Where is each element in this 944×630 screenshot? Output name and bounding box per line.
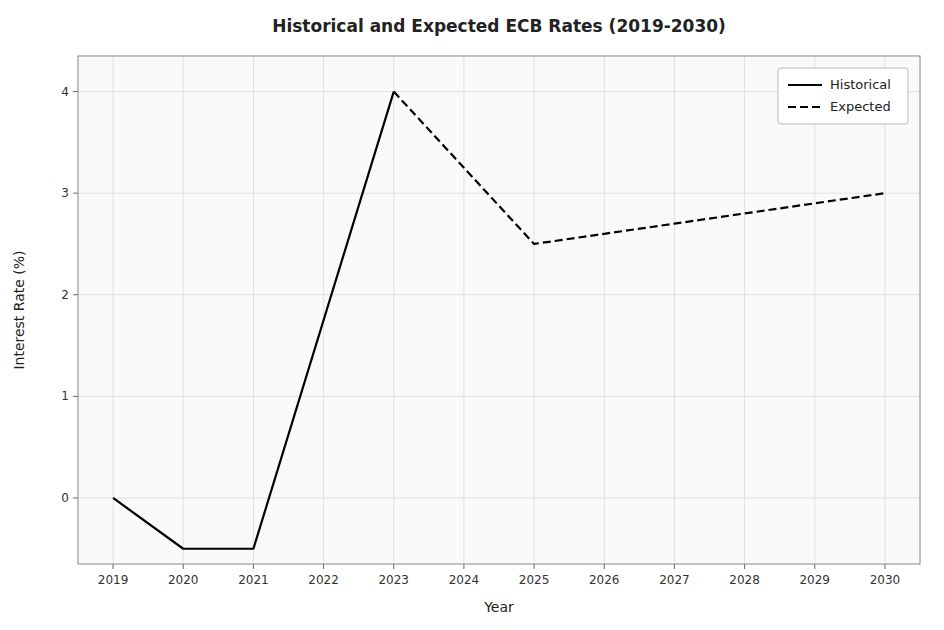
tick-label: 2027 — [659, 573, 690, 587]
tick-label: 2025 — [519, 573, 550, 587]
grid-line — [183, 56, 184, 564]
tick-label: 2022 — [308, 573, 339, 587]
grid-line — [78, 497, 920, 498]
grid-line — [674, 56, 675, 564]
tick-label: 3 — [61, 186, 69, 200]
grid-line — [534, 56, 535, 564]
tick-label: 2019 — [98, 573, 129, 587]
legend-box — [778, 68, 908, 124]
plot-frame — [78, 56, 920, 564]
grid-line — [78, 396, 920, 397]
tick-mark — [73, 396, 78, 397]
tick-mark — [113, 564, 114, 569]
tick-label: 2030 — [870, 573, 901, 587]
grid-line — [884, 56, 885, 564]
tick-mark — [73, 294, 78, 295]
tick-label: 4 — [61, 85, 69, 99]
grid-line — [78, 193, 920, 194]
legend-label: Expected — [830, 99, 891, 114]
grid-line — [604, 56, 605, 564]
tick-mark — [323, 564, 324, 569]
tick-mark — [393, 564, 394, 569]
series-line — [113, 92, 394, 549]
grid-line — [393, 56, 394, 564]
tick-label: 2023 — [378, 573, 409, 587]
y-axis: 0 1 2 3 4 — [61, 85, 920, 505]
grid-line — [78, 294, 920, 295]
tick-mark — [73, 193, 78, 194]
tick-mark — [73, 91, 78, 92]
grid-line — [463, 56, 464, 564]
legend: Historical Expected — [778, 68, 908, 124]
tick-mark — [604, 564, 605, 569]
tick-mark — [73, 497, 78, 498]
tick-mark — [674, 564, 675, 569]
tick-label: 2 — [61, 288, 69, 302]
tick-mark — [253, 564, 254, 569]
series-group — [113, 92, 885, 549]
tick-mark — [884, 564, 885, 569]
grid-line — [744, 56, 745, 564]
legend-swatch — [788, 84, 822, 86]
plot-area — [78, 56, 920, 564]
legend-swatch — [788, 106, 822, 108]
tick-mark — [814, 564, 815, 569]
tick-mark — [534, 564, 535, 569]
grid-line — [323, 56, 324, 564]
tick-label: 2028 — [729, 573, 760, 587]
tick-label: 2026 — [589, 573, 620, 587]
x-axis-label: Year — [483, 599, 514, 615]
x-axis: 2019 2020 2021 2022 2023 2024 2025 2026 2027 2028… — [98, 56, 900, 587]
tick-mark — [463, 564, 464, 569]
tick-mark — [744, 564, 745, 569]
tick-label: 2029 — [799, 573, 830, 587]
tick-label: 2021 — [238, 573, 269, 587]
tick-label: 1 — [61, 389, 69, 403]
tick-label: 0 — [61, 491, 69, 505]
grid-line — [814, 56, 815, 564]
chart: 2019 2020 2021 2022 2023 2024 2025 2026 2027 2028… — [0, 0, 944, 630]
tick-mark — [183, 564, 184, 569]
tick-label: 2020 — [168, 573, 199, 587]
tick-label: 2024 — [449, 573, 480, 587]
y-axis-label: Interest Rate (%) — [11, 250, 27, 369]
title: Historical and Expected ECB Rates (2019-… — [272, 16, 726, 36]
grid-line — [113, 56, 114, 564]
grid-line — [253, 56, 254, 564]
legend-label: Historical — [830, 77, 891, 92]
